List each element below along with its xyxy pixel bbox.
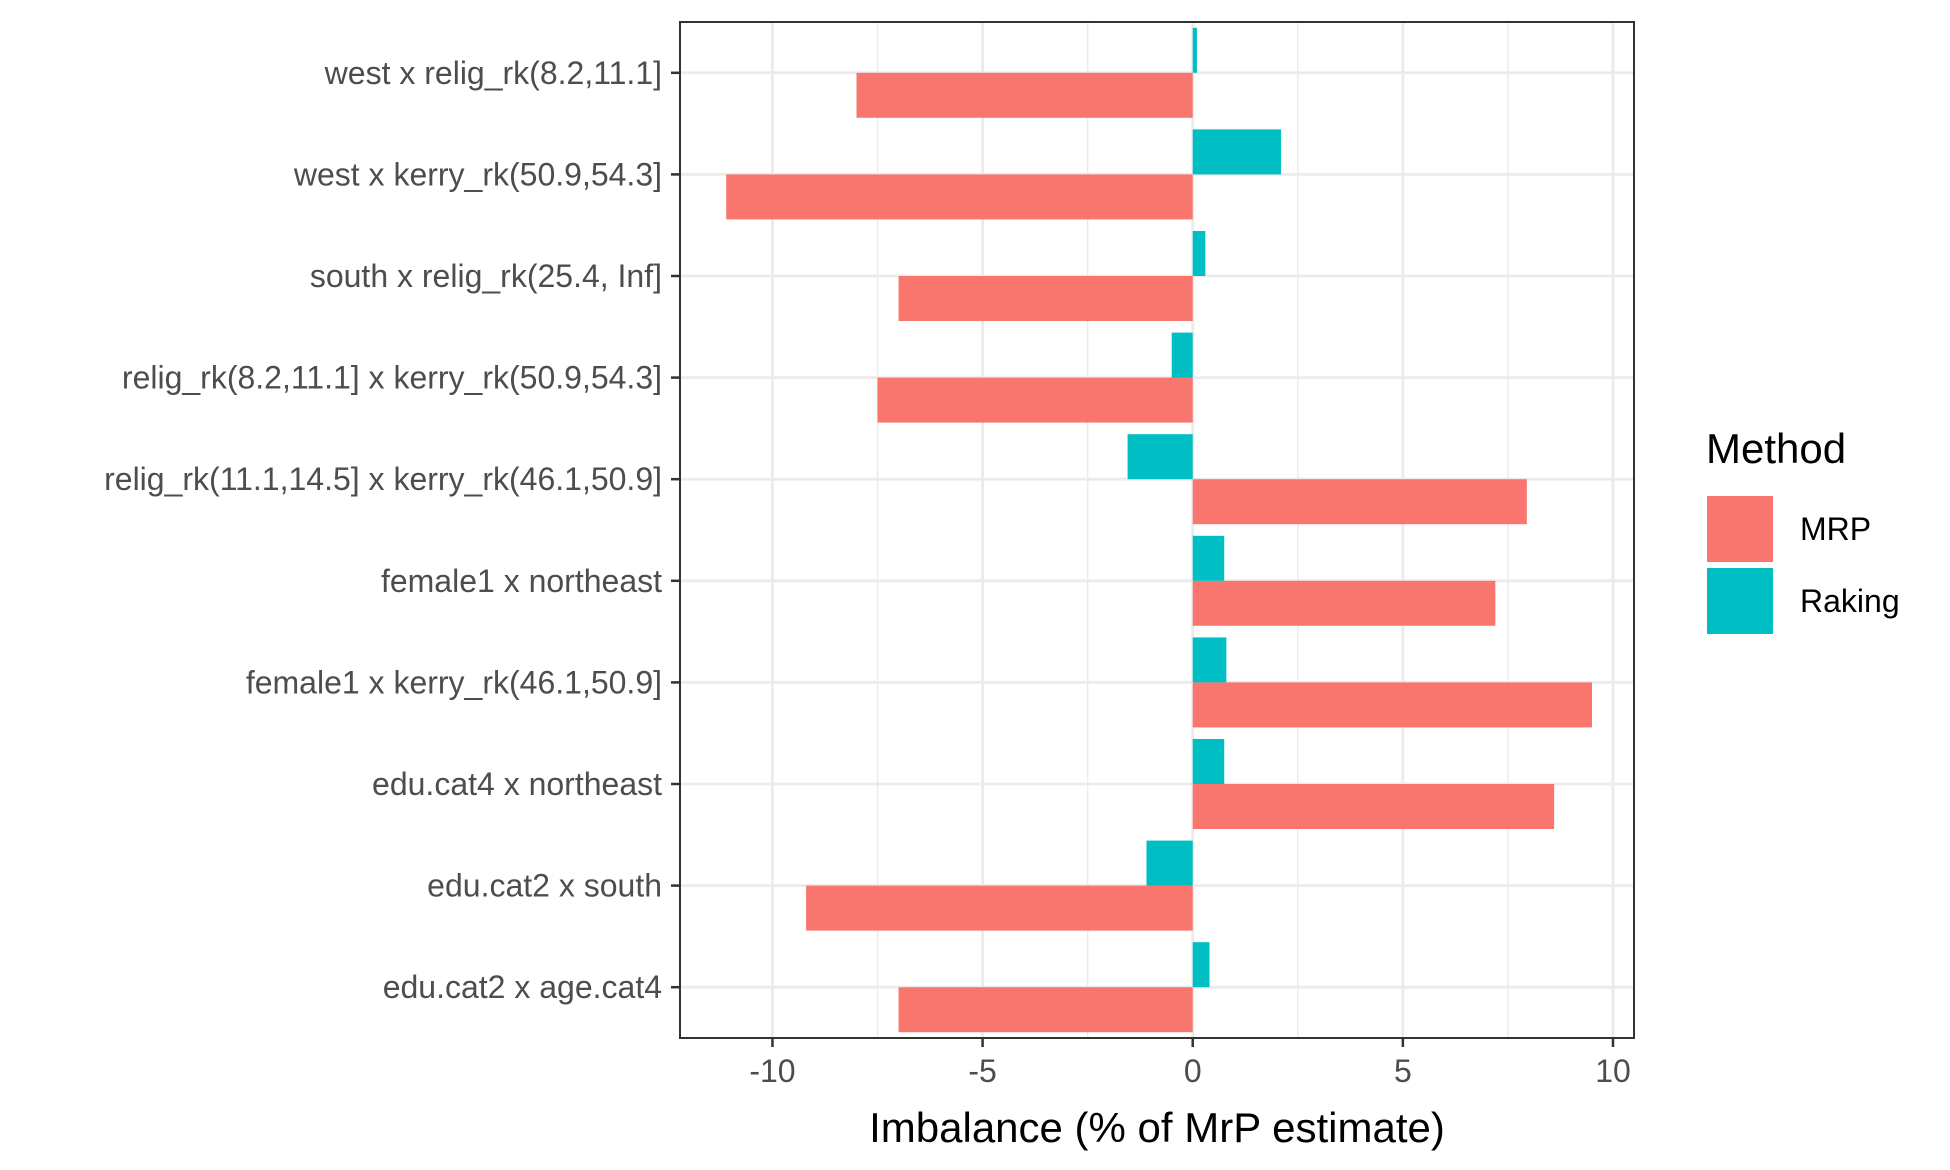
bar-mrp	[877, 377, 1193, 423]
bar-raking	[1192, 231, 1206, 276]
bar-raking	[1192, 129, 1281, 175]
bar-raking	[1146, 840, 1193, 886]
bar-mrp	[726, 174, 1193, 220]
bar-mrp	[1192, 580, 1496, 626]
y-tick-label: west x relig_rk(8.2,11.1]	[324, 55, 662, 91]
bars	[726, 27, 1592, 1033]
y-tick-label: edu.cat4 x northeast	[372, 766, 662, 802]
bar-raking	[1192, 535, 1225, 581]
y-tick-label: relig_rk(11.1,14.5] x kerry_rk(46.1,50.9…	[104, 461, 662, 497]
bar-mrp	[806, 885, 1193, 931]
y-tick-label: relig_rk(8.2,11.1] x kerry_rk(50.9,54.3]	[122, 360, 662, 396]
bar-raking	[1127, 434, 1193, 480]
y-tick-label: west x kerry_rk(50.9,54.3]	[293, 156, 662, 192]
bar-mrp	[1192, 479, 1527, 525]
x-tick-label: 5	[1394, 1053, 1412, 1089]
bar-mrp	[1192, 682, 1592, 728]
legend-title: Method	[1706, 425, 1846, 472]
y-tick-label: female1 x northeast	[381, 563, 662, 599]
bar-raking	[1171, 332, 1193, 378]
bar-raking	[1192, 27, 1197, 73]
legend-label-mrp: MRP	[1800, 511, 1871, 547]
x-tick-label: 10	[1595, 1053, 1631, 1089]
y-tick-label: edu.cat2 x age.cat4	[383, 969, 662, 1005]
y-tick-label: south x relig_rk(25.4, Inf]	[310, 258, 662, 294]
bar-mrp	[1192, 784, 1555, 829]
bar-raking	[1192, 739, 1225, 784]
legend-label-raking: Raking	[1800, 583, 1900, 619]
bar-mrp	[856, 72, 1193, 118]
x-tick-label: 0	[1184, 1053, 1202, 1089]
bar-mrp	[898, 276, 1193, 321]
bar-raking	[1192, 637, 1227, 683]
legend: Method MRP Raking	[1706, 425, 1900, 634]
bar-mrp	[898, 987, 1193, 1033]
y-tick-label: female1 x kerry_rk(46.1,50.9]	[246, 664, 662, 700]
legend-key-raking	[1707, 568, 1773, 634]
x-tick-label: -5	[968, 1053, 996, 1089]
legend-key-mrp	[1707, 496, 1773, 562]
y-tick-label: edu.cat2 x south	[427, 868, 662, 904]
axes: west x relig_rk(8.2,11.1]west x kerry_rk…	[104, 55, 1631, 1089]
bar-raking	[1192, 942, 1210, 988]
plot-panel-border	[679, 21, 1635, 1039]
x-axis-title: Imbalance (% of MrP estimate)	[869, 1104, 1445, 1151]
x-tick-label: -10	[749, 1053, 795, 1089]
